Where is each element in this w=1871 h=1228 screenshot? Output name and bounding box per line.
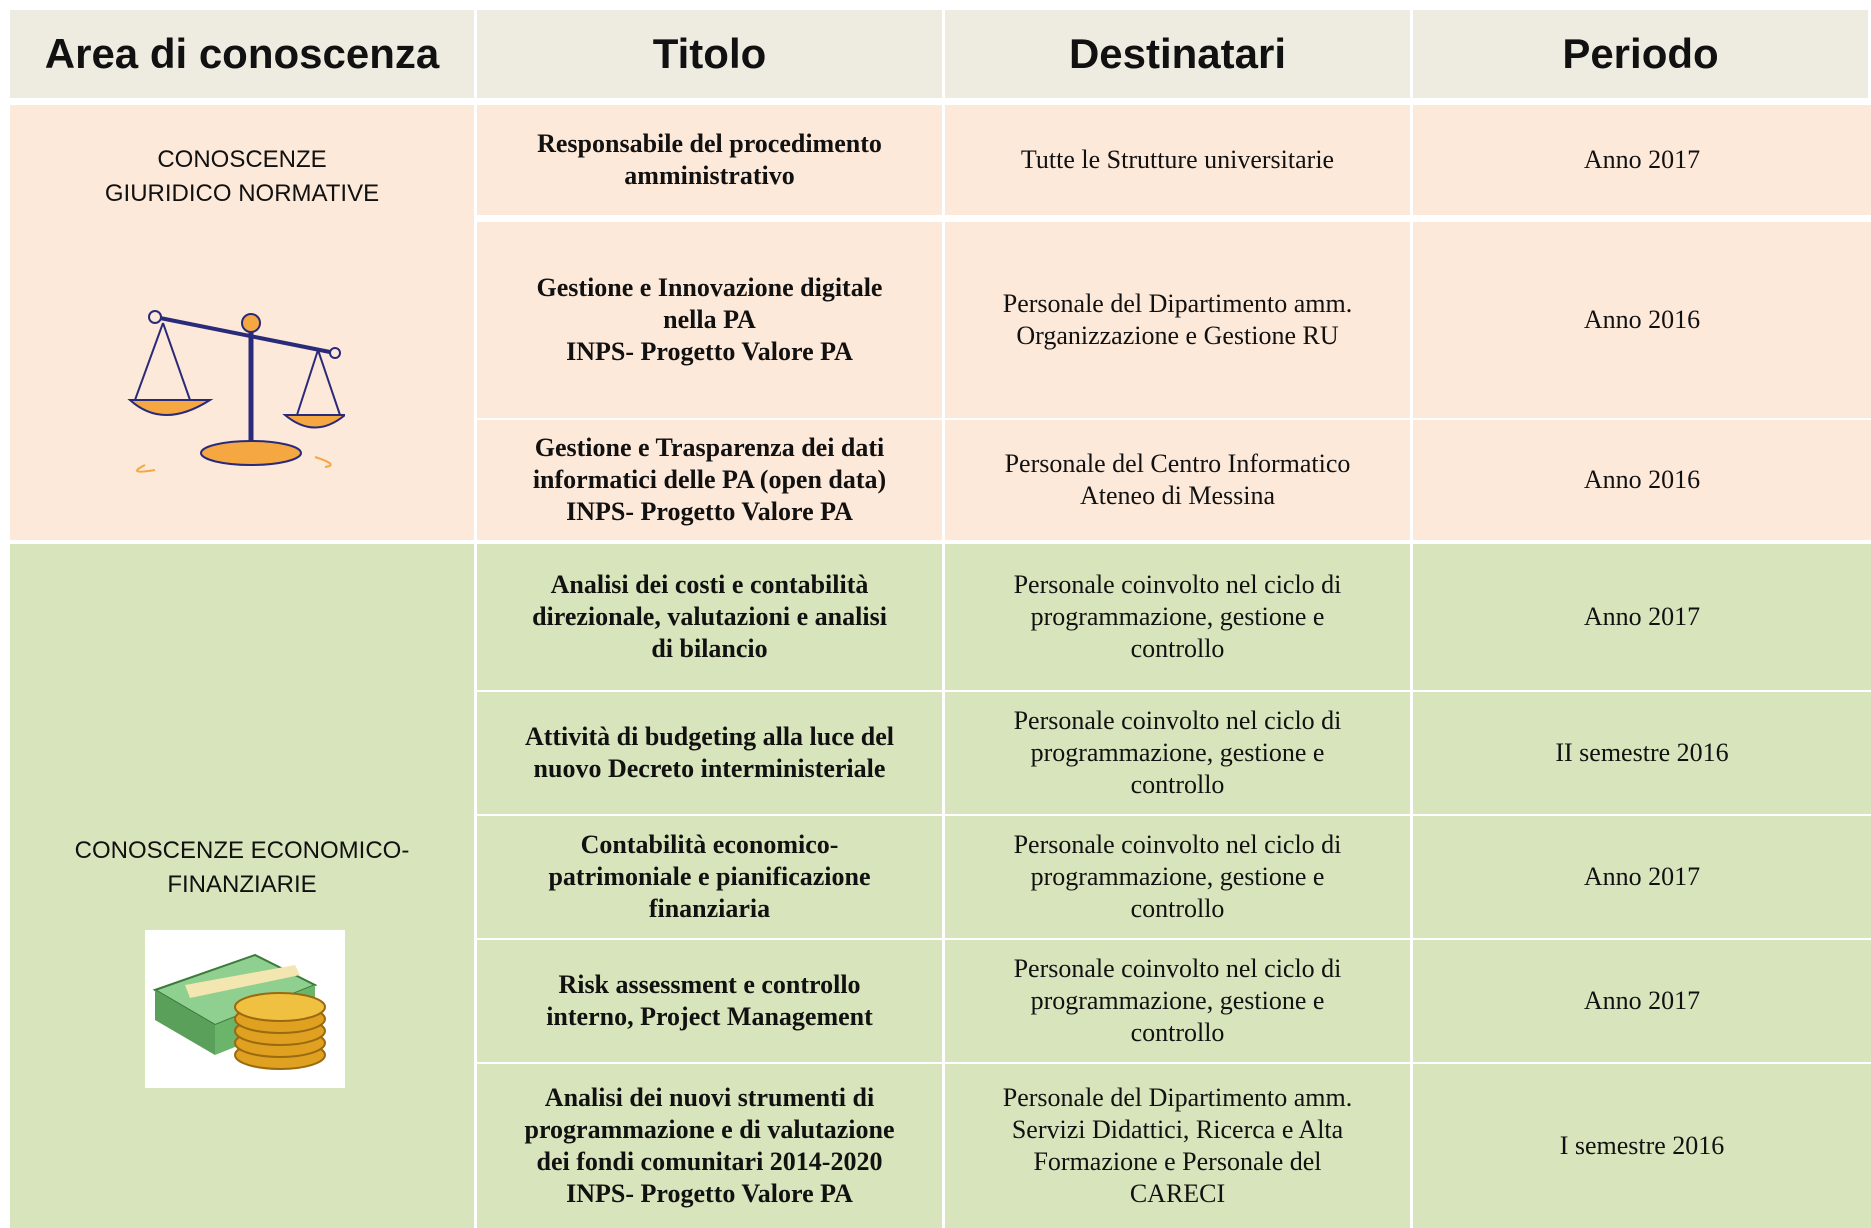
periodo-cell: Anno 2017 <box>1413 544 1871 690</box>
titolo-cell: Contabilità economico-patrimoniale e pia… <box>477 816 942 938</box>
titolo-text: Analisi dei costi e contabilità <box>550 570 869 599</box>
destinatari-text: Personale coinvolto nel ciclo di <box>1013 830 1342 859</box>
destinatari-cell: Personale coinvolto nel ciclo di programm… <box>945 816 1410 938</box>
periodo-text: Anno 2017 <box>1583 145 1701 174</box>
titolo-text: INPS- Progetto Valore PA <box>566 497 853 526</box>
destinatari-text: Personale del Centro Informatico <box>1004 449 1351 478</box>
titolo-text: finanziaria <box>648 894 771 923</box>
titolo-cell: Risk assessment e controllo interno, Proj… <box>477 940 942 1062</box>
destinatari-text: CARECI <box>1129 1179 1226 1208</box>
money-icon <box>145 930 345 1088</box>
destinatari-text: Personale del Dipartimento amm. <box>1002 289 1353 318</box>
titolo-text: Responsabile del procedimento <box>537 129 882 158</box>
destinatari-text: controllo <box>1130 634 1225 663</box>
titolo-text: programmazione e di valutazione <box>524 1115 895 1144</box>
destinatari-cell: Personale coinvolto nel ciclo di programm… <box>945 940 1410 1062</box>
periodo-cell: Anno 2017 <box>1413 940 1871 1062</box>
periodo-text: Anno 2016 <box>1583 465 1701 494</box>
titolo-text: nuovo Decreto interministeriale <box>533 754 886 783</box>
titolo-text: direzionale, valutazioni e analisi <box>532 602 887 631</box>
header-text: Titolo <box>652 30 767 77</box>
destinatari-text: controllo <box>1130 770 1225 799</box>
destinatari-text: programmazione, gestione e <box>1030 738 1325 767</box>
titolo-text: Gestione e Trasparenza dei dati <box>534 433 885 462</box>
destinatari-text: controllo <box>1130 1018 1225 1047</box>
periodo-cell: II semestre 2016 <box>1413 692 1871 814</box>
periodo-text: II semestre 2016 <box>1555 738 1729 767</box>
destinatari-text: Personale del Dipartimento amm. <box>1002 1083 1353 1112</box>
header-cell: Periodo <box>1413 10 1868 98</box>
destinatari-text: programmazione, gestione e <box>1030 602 1325 631</box>
periodo-text: Anno 2017 <box>1583 602 1701 631</box>
header-text: Area di conoscenza <box>44 30 440 77</box>
periodo-cell: I semestre 2016 <box>1413 1064 1871 1228</box>
titolo-cell: Gestione e Trasparenza dei dati informati… <box>477 420 942 540</box>
destinatari-cell: Personale del Dipartimento amm. Organizza… <box>945 222 1410 418</box>
titolo-text: Risk assessment e controllo <box>558 970 861 999</box>
titolo-cell: Analisi dei costi e contabilità direziona… <box>477 544 942 690</box>
titolo-text: nella PA <box>663 305 756 334</box>
destinatari-text: Personale coinvolto nel ciclo di <box>1013 954 1342 983</box>
destinatari-text: Ateneo di Messina <box>1080 481 1275 510</box>
destinatari-text: Formazione e Personale del <box>1033 1147 1322 1176</box>
titolo-text: Contabilità economico- <box>580 830 839 859</box>
titolo-text: patrimoniale e pianificazione <box>548 862 871 891</box>
area-label: CONOSCENZE ECONOMICO- <box>74 837 410 864</box>
periodo-text: Anno 2016 <box>1583 305 1701 334</box>
titolo-text: dei fondi comunitari 2014-2020 <box>536 1147 883 1176</box>
area-label: GIURIDICO NORMATIVE <box>104 180 380 207</box>
destinatari-text: controllo <box>1130 894 1225 923</box>
periodo-cell: Anno 2016 <box>1413 420 1871 540</box>
destinatari-text: Servizi Didattici, Ricerca e Alta <box>1011 1115 1344 1144</box>
area-label: CONOSCENZE <box>157 146 327 173</box>
destinatari-text: programmazione, gestione e <box>1030 986 1325 1015</box>
periodo-text: I semestre 2016 <box>1559 1131 1725 1160</box>
titolo-text: di bilancio <box>651 634 768 663</box>
destinatari-cell: Tutte le Strutture universitarie <box>945 105 1410 215</box>
titolo-text: Gestione e Innovazione digitale <box>536 273 883 302</box>
titolo-cell: Attività di budgeting alla luce del nuovo… <box>477 692 942 814</box>
destinatari-text: Personale coinvolto nel ciclo di <box>1013 570 1342 599</box>
destinatari-cell: Personale del Centro Informatico Ateneo d… <box>945 420 1410 540</box>
header-cell: Area di conoscenza <box>10 10 474 98</box>
titolo-cell: Gestione e Innovazione digitale nella PA I… <box>477 222 942 418</box>
titolo-text: Analisi dei nuovi strumenti di <box>544 1083 875 1112</box>
periodo-cell: Anno 2017 <box>1413 105 1871 215</box>
destinatari-cell: Personale coinvolto nel ciclo di programm… <box>945 544 1410 690</box>
titolo-text: Attività di budgeting alla luce del <box>524 722 895 751</box>
header-text: Periodo <box>1562 30 1719 77</box>
destinatari-text: Tutte le Strutture universitarie <box>1020 145 1335 174</box>
destinatari-text: programmazione, gestione e <box>1030 862 1325 891</box>
periodo-text: Anno 2017 <box>1583 862 1701 891</box>
titolo-text: INPS- Progetto Valore PA <box>566 337 853 366</box>
titolo-text: informatici delle PA (open data) <box>532 465 887 494</box>
scales-icon <box>127 310 345 473</box>
destinatari-cell: Personale del Dipartimento amm. Servizi D… <box>945 1064 1410 1228</box>
destinatari-text: Personale coinvolto nel ciclo di <box>1013 706 1342 735</box>
area-label: FINANZIARIE <box>167 871 317 898</box>
periodo-cell: Anno 2016 <box>1413 222 1871 418</box>
titolo-cell: Responsabile del procedimento amministrat… <box>477 105 942 215</box>
header-text: Destinatari <box>1068 30 1287 77</box>
titolo-cell: Analisi dei nuovi strumenti di programmaz… <box>477 1064 942 1228</box>
periodo-cell: Anno 2017 <box>1413 816 1871 938</box>
titolo-text: INPS- Progetto Valore PA <box>566 1179 853 1208</box>
titolo-text: interno, Project Management <box>546 1002 873 1031</box>
area-cell: CONOSCENZE ECONOMICO- FINANZIARIE <box>10 544 474 1228</box>
titolo-text: amministrativo <box>624 161 795 190</box>
header-cell: Titolo <box>477 10 942 98</box>
destinatari-text: Organizzazione e Gestione RU <box>1016 321 1339 350</box>
periodo-text: Anno 2017 <box>1583 986 1701 1015</box>
destinatari-cell: Personale coinvolto nel ciclo di programm… <box>945 692 1410 814</box>
header-cell: Destinatari <box>945 10 1410 98</box>
